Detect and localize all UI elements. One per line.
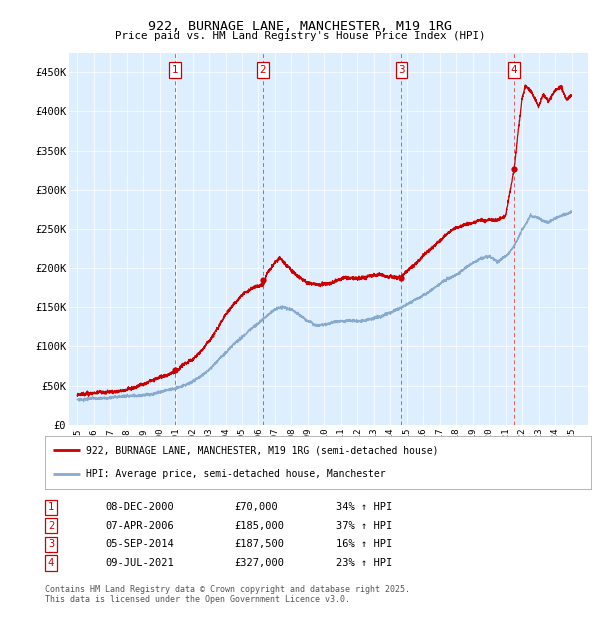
- Text: 1: 1: [48, 502, 54, 512]
- Text: 4: 4: [48, 558, 54, 568]
- Text: 16% ↑ HPI: 16% ↑ HPI: [336, 539, 392, 549]
- Text: 3: 3: [398, 65, 405, 75]
- Text: £70,000: £70,000: [234, 502, 278, 512]
- Text: 2: 2: [260, 65, 266, 75]
- Text: 922, BURNAGE LANE, MANCHESTER, M19 1RG (semi-detached house): 922, BURNAGE LANE, MANCHESTER, M19 1RG (…: [86, 445, 439, 455]
- Text: £185,000: £185,000: [234, 521, 284, 531]
- Text: Contains HM Land Registry data © Crown copyright and database right 2025.: Contains HM Land Registry data © Crown c…: [45, 585, 410, 594]
- Text: Price paid vs. HM Land Registry's House Price Index (HPI): Price paid vs. HM Land Registry's House …: [115, 31, 485, 41]
- Text: £187,500: £187,500: [234, 539, 284, 549]
- Text: 09-JUL-2021: 09-JUL-2021: [105, 558, 174, 568]
- Text: 2: 2: [48, 521, 54, 531]
- Text: 08-DEC-2000: 08-DEC-2000: [105, 502, 174, 512]
- Text: 1: 1: [172, 65, 178, 75]
- Text: HPI: Average price, semi-detached house, Manchester: HPI: Average price, semi-detached house,…: [86, 469, 386, 479]
- Text: 23% ↑ HPI: 23% ↑ HPI: [336, 558, 392, 568]
- Text: This data is licensed under the Open Government Licence v3.0.: This data is licensed under the Open Gov…: [45, 595, 350, 604]
- Text: 4: 4: [511, 65, 517, 75]
- Text: 34% ↑ HPI: 34% ↑ HPI: [336, 502, 392, 512]
- Text: 3: 3: [48, 539, 54, 549]
- Text: £327,000: £327,000: [234, 558, 284, 568]
- Text: 05-SEP-2014: 05-SEP-2014: [105, 539, 174, 549]
- Text: 922, BURNAGE LANE, MANCHESTER, M19 1RG: 922, BURNAGE LANE, MANCHESTER, M19 1RG: [148, 20, 452, 33]
- Text: 07-APR-2006: 07-APR-2006: [105, 521, 174, 531]
- Text: 37% ↑ HPI: 37% ↑ HPI: [336, 521, 392, 531]
